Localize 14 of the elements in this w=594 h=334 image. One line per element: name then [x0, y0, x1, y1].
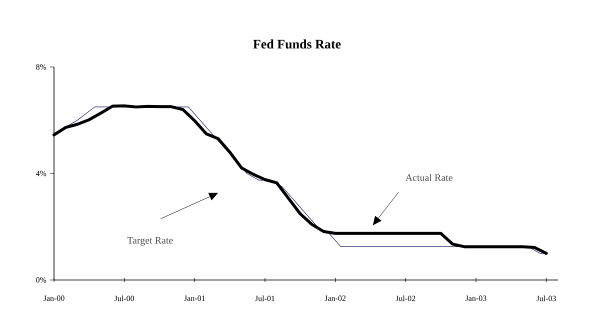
x-tick-label: Jan-02 — [324, 296, 346, 301]
annotation: Actual Rate — [405, 174, 452, 182]
x-tick-label: Jul-00 — [114, 296, 134, 302]
x-tick-label: Jan-03 — [465, 296, 486, 301]
x-tick-label: Jan-01 — [184, 296, 205, 301]
x-tick-label: Jan-00 — [44, 296, 64, 301]
x-tick-label: Jul-01 — [255, 296, 274, 302]
y-tick-label: 8% — [36, 64, 46, 70]
chart-title: Fed Funds Rate — [253, 39, 341, 49]
annotation: Target Rate — [127, 237, 173, 246]
y-tick-label: 4% — [36, 170, 46, 176]
x-tick-label: Jul-03 — [536, 296, 556, 302]
x-tick-label: Jul-02 — [396, 296, 416, 302]
y-tick-label: 0% — [36, 277, 46, 283]
